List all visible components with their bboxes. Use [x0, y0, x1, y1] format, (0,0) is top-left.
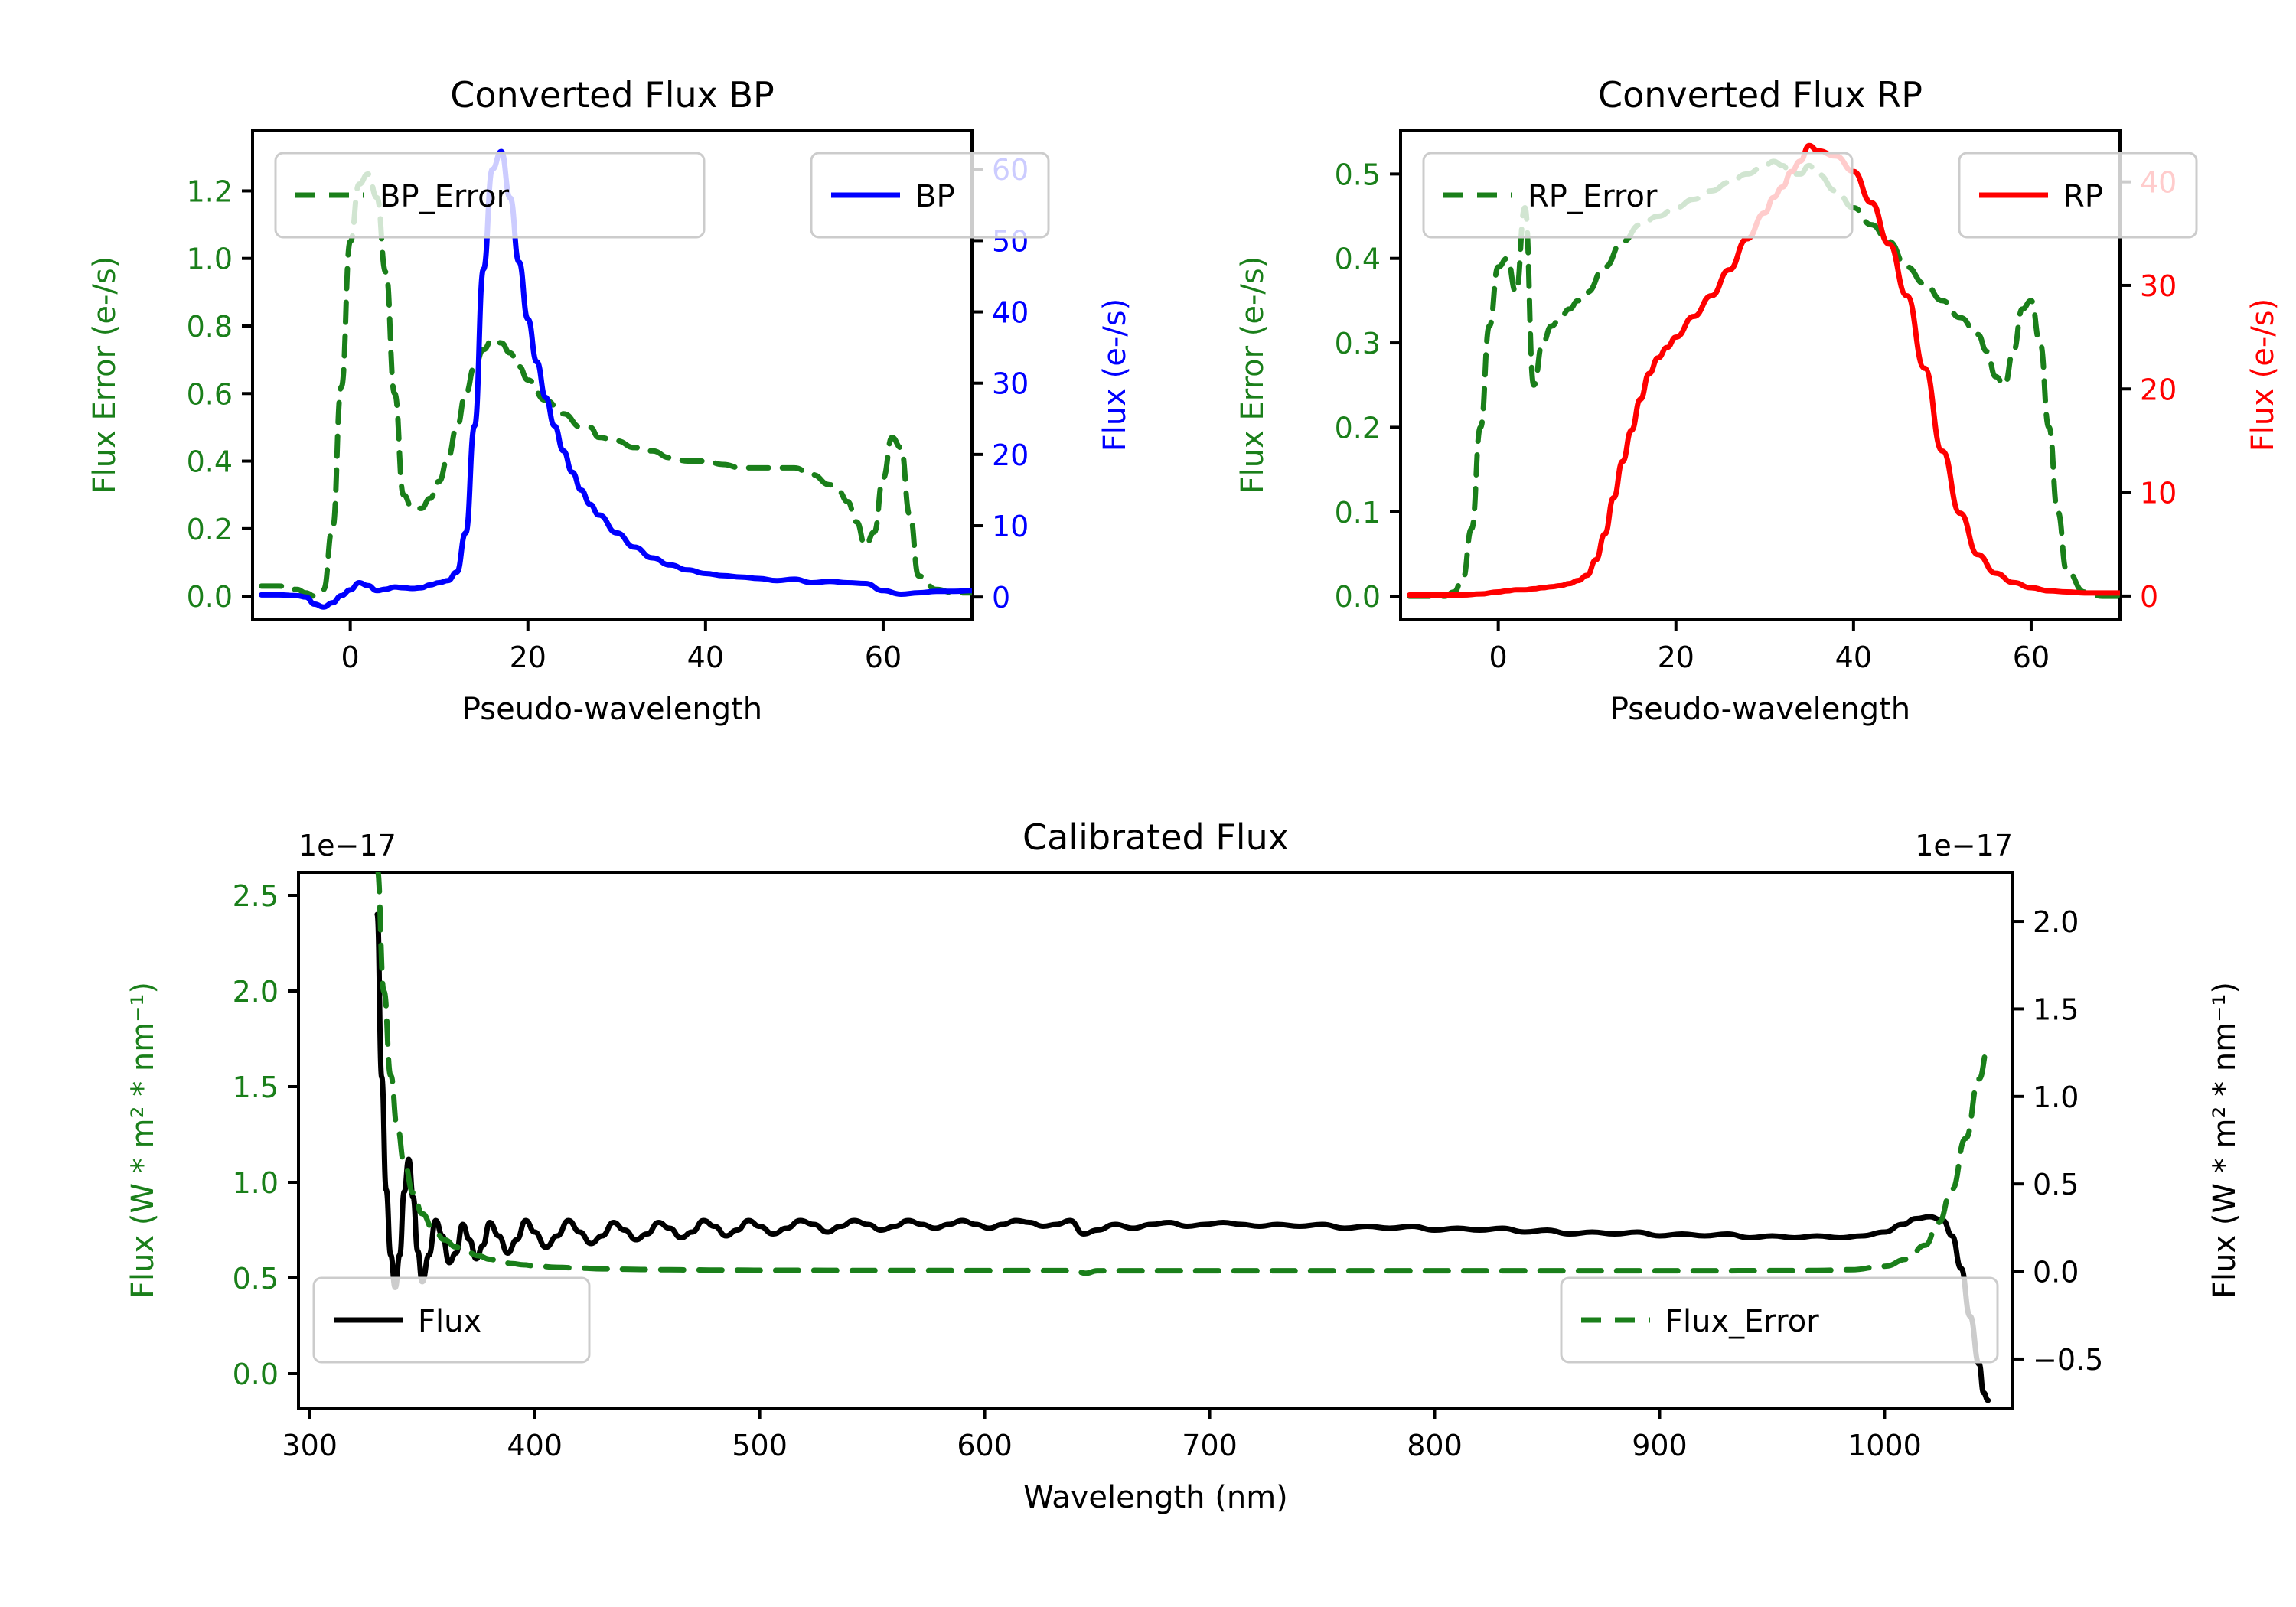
x-tick-label: 800 [1407, 1429, 1463, 1462]
y-tick-label-left: 0.2 [1335, 411, 1381, 445]
y-axis-title-left: Flux (W * m² * nm⁻¹) [126, 982, 161, 1299]
legend-label-rp: RP [2063, 179, 2103, 214]
legend-label-flux_error: Flux_Error [1665, 1304, 1819, 1339]
x-axis-title: Pseudo-wavelength [1610, 692, 1910, 727]
y-tick-label-right: 10 [2140, 477, 2177, 510]
legend-flux_error[interactable]: Flux_Error [1560, 1276, 1999, 1364]
legend-bp[interactable]: BP [810, 152, 1050, 239]
x-axis-title: Wavelength (nm) [1023, 1480, 1288, 1515]
y-tick-label-left: 0.0 [233, 1358, 279, 1391]
legend-bp_error[interactable]: BP_Error [274, 152, 706, 239]
legend-rp[interactable]: RP [1958, 152, 2198, 239]
y-tick-label-right: 1.0 [2033, 1081, 2079, 1114]
y-tick-label-right: 2.0 [2033, 905, 2079, 939]
y-tick-label-right: 1.5 [2033, 993, 2079, 1026]
panel-title: Calibrated Flux [1022, 817, 1289, 858]
x-tick-label: 20 [510, 641, 546, 674]
y-tick-label-left: 0.4 [187, 445, 233, 479]
plot-frame [1399, 129, 2122, 621]
legend-label-flux: Flux [418, 1304, 481, 1339]
series-line-flux_error [375, 872, 1991, 1276]
y-tick-label-left: 1.2 [187, 174, 233, 208]
y-tick-label-left: 0.5 [1335, 158, 1381, 191]
y-axis-title-left: Flux Error (e-/s) [87, 256, 122, 494]
subplot-converted-flux-bp: Converted Flux BP 0 20 40 60 Pseudo-wavelengt… [0, 69, 1148, 811]
y-axis-offset-left: 1e−17 [298, 829, 396, 862]
y-axis-title-left: Flux Error (e-/s) [1235, 256, 1270, 494]
y-tick-label-left: 0.8 [187, 310, 233, 344]
panel-title: Converted Flux RP [1598, 74, 1923, 116]
x-tick-label: 40 [687, 641, 724, 674]
x-tick-label: 60 [2013, 641, 2050, 674]
x-tick-label: 600 [957, 1429, 1013, 1462]
y-tick-label-left: 1.5 [233, 1071, 279, 1104]
y-tick-label-left: 0.4 [1335, 243, 1381, 276]
x-tick-label: 0 [341, 641, 360, 674]
y-tick-label-right: 0.5 [2033, 1168, 2079, 1201]
x-tick-label: 500 [732, 1429, 788, 1462]
y-tick-label-left: 2.5 [233, 879, 279, 913]
x-axis-title: Pseudo-wavelength [462, 692, 762, 727]
x-tick-label: 0 [1489, 641, 1508, 674]
y-tick-label-right: 10 [992, 510, 1029, 543]
y-tick-label-right: 0 [992, 581, 1010, 614]
y-tick-label-right: 20 [2140, 373, 2177, 406]
y-tick-label-right: 30 [992, 367, 1029, 401]
x-tick-label: 20 [1658, 641, 1694, 674]
y-axis-title-right: Flux (e-/s) [1097, 298, 1133, 451]
y-tick-label-right: 40 [992, 296, 1029, 330]
legend-label-bp: BP [915, 179, 955, 214]
series-line-flux [374, 911, 1991, 1403]
y-tick-label-left: 0.1 [1335, 496, 1381, 530]
y-axis-offset-right: 1e−17 [1915, 829, 2013, 862]
y-tick-label-left: 0.0 [187, 580, 233, 614]
x-tick-label: 1000 [1848, 1429, 1922, 1462]
y-axis-title-right: Flux (W * m² * nm⁻¹) [2207, 982, 2242, 1299]
plot-frame [297, 871, 2014, 1410]
plot-frame [251, 129, 974, 621]
y-tick-label-left: 0.2 [187, 513, 233, 546]
y-tick-label-left: 0.6 [187, 377, 233, 411]
y-tick-label-right: 0 [2140, 580, 2158, 614]
x-tick-label: 300 [282, 1429, 338, 1462]
subplot-converted-flux-rp: Converted Flux RP 0 20 40 60 Pseudo-wavelengt… [1148, 69, 2296, 811]
x-tick-label: 60 [865, 641, 902, 674]
legend-label-bp_error: BP_Error [380, 179, 510, 214]
y-tick-label-left: 1.0 [233, 1166, 279, 1200]
x-tick-label: 700 [1182, 1429, 1238, 1462]
y-tick-label-left: 0.5 [233, 1262, 279, 1296]
series-line-rp [1407, 142, 2120, 598]
x-tick-label: 900 [1632, 1429, 1688, 1462]
subplot-calibrated-flux: Calibrated Flux 1e−17 1e−17 300 400 500 600 700… [0, 811, 2296, 1607]
x-tick-label: 40 [1835, 641, 1872, 674]
panel-title: Converted Flux BP [450, 74, 775, 116]
y-axis-title-right: Flux (e-/s) [2245, 298, 2281, 451]
y-tick-label-left: 2.0 [233, 975, 279, 1009]
series-line-bp [259, 148, 972, 610]
y-tick-label-left: 0.3 [1335, 327, 1381, 360]
series-line-bp_error [259, 171, 972, 599]
y-tick-label-right: −0.5 [2033, 1343, 2103, 1377]
y-tick-label-right: 20 [992, 438, 1029, 472]
y-tick-label-right: 0.0 [2033, 1256, 2079, 1289]
y-tick-label-left: 0.0 [1335, 580, 1381, 614]
y-tick-label-right: 30 [2140, 269, 2177, 303]
legend-flux[interactable]: Flux [312, 1276, 591, 1364]
x-tick-label: 400 [507, 1429, 563, 1462]
legend-label-rp_error: RP_Error [1528, 179, 1658, 214]
legend-rp_error[interactable]: RP_Error [1422, 152, 1854, 239]
y-tick-label-left: 1.0 [187, 243, 233, 276]
